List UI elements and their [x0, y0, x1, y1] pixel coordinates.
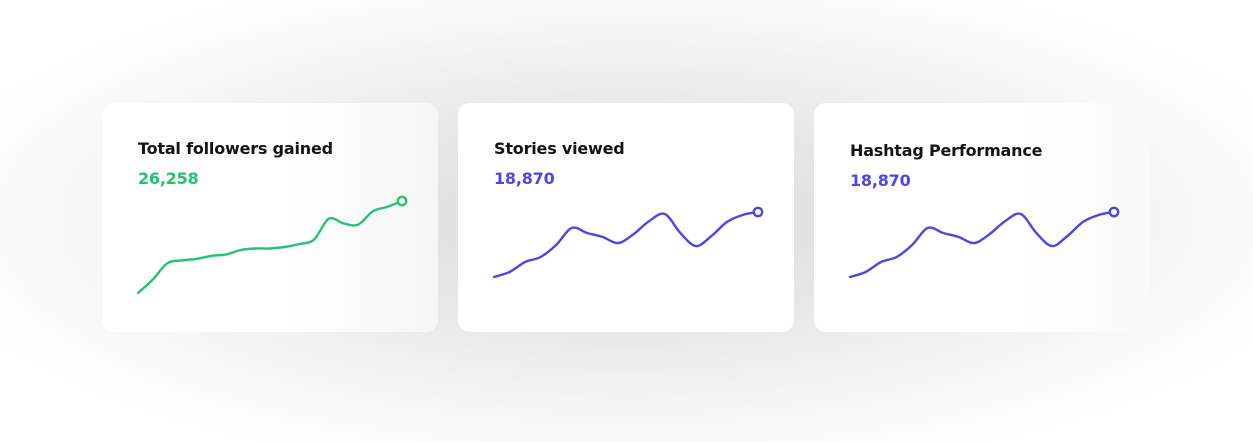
sparkline-chart — [136, 195, 408, 295]
card-value: 18,870 — [850, 171, 911, 190]
sparkline-chart — [492, 206, 764, 279]
card-title: Hashtag Performance — [850, 141, 1043, 160]
sparkline-end-marker — [396, 195, 408, 207]
card-value: 26,258 — [138, 169, 199, 188]
sparkline-line — [492, 210, 760, 279]
card-value: 18,870 — [494, 169, 555, 188]
sparkline-end-marker — [752, 206, 764, 218]
card-title: Total followers gained — [138, 139, 333, 158]
sparkline-line — [136, 199, 404, 295]
card-title: Stories viewed — [494, 139, 625, 158]
stat-card-stories[interactable]: Stories viewed 18,870 — [458, 103, 794, 332]
sparkline-end-marker — [1108, 206, 1120, 218]
stat-card-hashtags[interactable]: Hashtag Performance 18,870 — [814, 103, 1150, 332]
sparkline-line — [848, 210, 1116, 279]
sparkline-chart — [848, 206, 1120, 279]
stat-card-followers[interactable]: Total followers gained 26,258 — [102, 103, 438, 332]
